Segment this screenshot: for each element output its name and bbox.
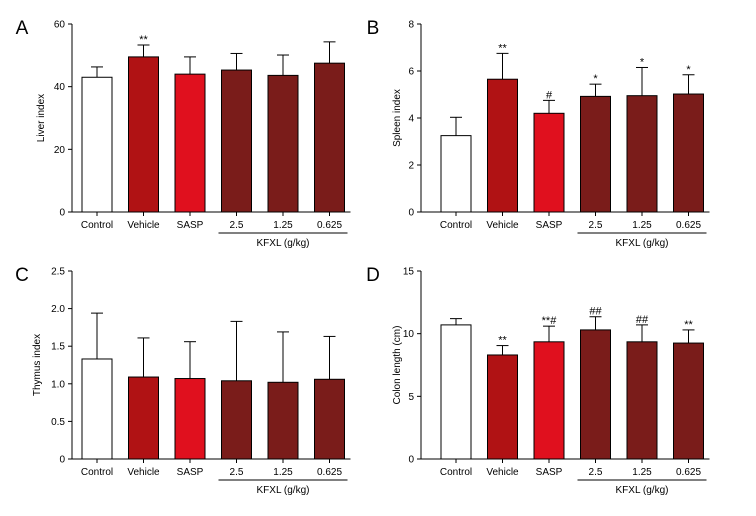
bar-0-625 [673,342,704,460]
group-label: KFXL (g/kg) [616,238,669,249]
significance-mark: ** [684,319,693,331]
y-tick-label: 20 [54,145,66,156]
bar-2-5 [580,329,611,460]
category-label: Control [440,467,472,478]
y-tick-label: 60 [54,20,66,31]
category-label: 2.5 [230,220,244,231]
panel-letter: D [366,265,380,286]
y-axis-title: Liver index [36,94,47,142]
panel-letter: C [15,265,29,286]
category-label: 0.625 [676,220,701,231]
category-label: 2.5 [230,467,244,478]
category-label: 1.25 [632,467,652,478]
y-tick-label: 8 [408,20,414,31]
category-label: Control [81,220,113,231]
y-tick-label: 0 [408,455,414,466]
bar-control [81,76,113,213]
y-tick-label: 0 [408,208,414,219]
category-label: 2.5 [589,467,603,478]
y-tick-label: 6 [408,67,414,78]
bar-1-25 [267,381,299,460]
panel-letter: A [16,18,29,39]
bar-control [440,324,472,460]
category-label: 1.25 [273,220,293,231]
category-label: 1.25 [632,220,652,231]
category-label: Control [440,220,472,231]
y-tick-label: 2.5 [51,267,65,278]
significance-mark: ## [636,314,649,326]
category-label: 1.25 [273,467,293,478]
y-tick-label: 4 [408,114,414,125]
y-tick-label: 40 [54,82,66,93]
category-label: SASP [177,467,204,478]
group-label: KFXL (g/kg) [616,485,669,496]
category-label: SASP [536,220,563,231]
y-axis-title: Colon length (cm) [392,326,403,405]
bar-1-25 [626,341,658,460]
category-label: Vehicle [486,467,519,478]
bar-vehicle [487,354,518,460]
bar-vehicle [128,56,159,213]
category-label: SASP [536,467,563,478]
bar-0-625 [314,378,345,460]
significance-mark: **# [542,315,558,327]
category-label: SASP [177,220,204,231]
significance-mark: ** [498,42,507,54]
bar-0-625 [673,93,704,213]
bar-sasp [533,341,565,460]
y-tick-label: 15 [403,267,415,278]
bar-sasp [174,378,206,460]
significance-mark: ** [139,34,148,46]
panel-letter: B [367,18,380,39]
bar-vehicle [128,376,159,460]
bar-control [81,358,113,460]
group-label: KFXL (g/kg) [257,238,310,249]
bar-control [440,135,472,213]
y-axis-title: Thymus index [32,334,43,396]
bar-2-5 [221,69,252,213]
y-tick-label: 5 [408,392,414,403]
bar-1-25 [267,74,299,213]
category-label: Control [81,467,113,478]
bar-sasp [174,73,206,213]
category-label: 0.625 [317,467,342,478]
y-tick-label: 2.0 [51,304,65,315]
y-tick-label: 2 [408,161,414,172]
y-tick-label: 1.0 [51,379,65,390]
group-label: KFXL (g/kg) [257,485,310,496]
category-label: 0.625 [317,220,342,231]
panel-c: C 0 0.5 1.0 1.5 2.0 2.5 Thymus index Control Vehi… [15,265,351,496]
category-label: 2.5 [589,220,603,231]
panel-a: A 0 20 40 60 Liver index Control ** Vehicle SASP 2… [16,18,351,249]
y-tick-label: 10 [403,329,415,340]
category-label: 0.625 [676,467,701,478]
y-axis-title: Spleen index [392,89,403,147]
y-tick-label: 0.5 [51,417,65,428]
significance-mark: # [546,89,553,101]
significance-mark: ## [589,306,602,318]
category-label: Vehicle [486,220,519,231]
significance-mark: * [686,64,691,76]
y-tick-label: 1.5 [51,342,65,353]
bar-2-5 [221,380,252,460]
bar-vehicle [487,78,518,213]
y-tick-label: 0 [59,208,65,219]
significance-mark: * [593,73,598,85]
bar-1-25 [626,95,658,213]
significance-mark: ** [498,335,507,347]
y-tick-label: 0 [59,455,65,466]
bar-sasp [533,112,565,213]
panel-d: D 0 5 10 15 Colon length (cm) Control ** Vehicle… [366,265,710,496]
category-label: Vehicle [127,467,160,478]
bar-2-5 [580,95,611,213]
category-label: Vehicle [127,220,160,231]
bar-0-625 [314,62,345,213]
significance-mark: * [640,56,645,68]
